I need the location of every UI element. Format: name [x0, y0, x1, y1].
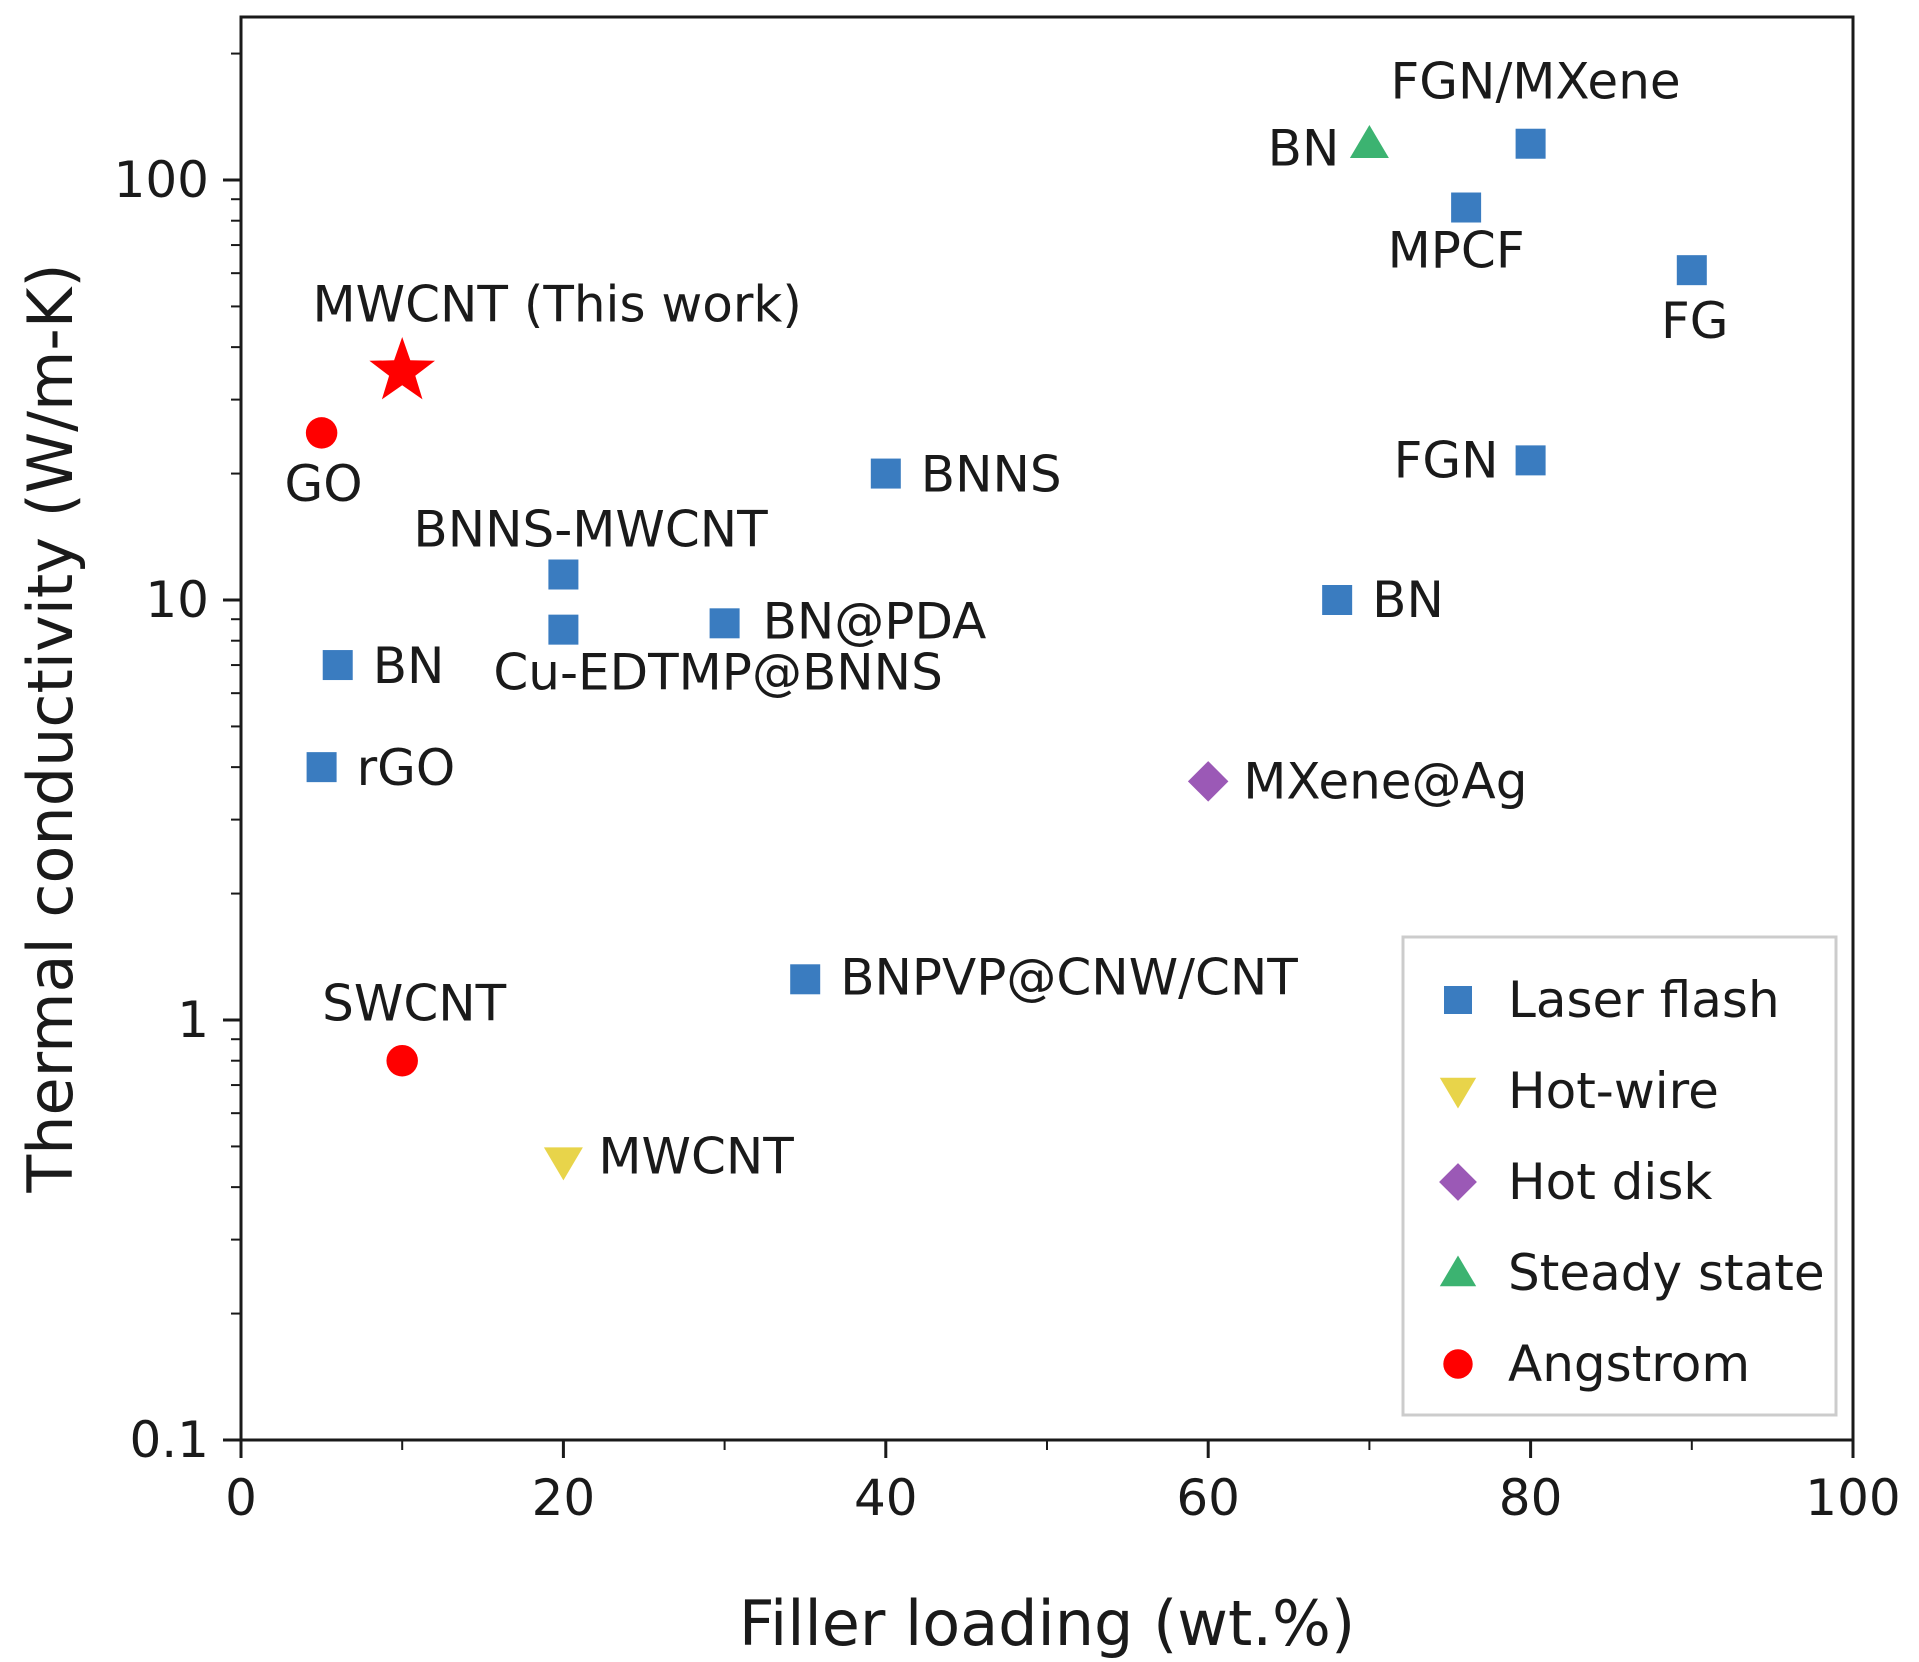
data-point — [709, 608, 740, 639]
data-point — [548, 614, 579, 645]
data-point — [369, 337, 435, 400]
data-point — [1349, 125, 1389, 158]
point-label: GO — [285, 455, 363, 513]
data-point — [1322, 585, 1353, 615]
x-tick-label: 20 — [532, 1469, 596, 1527]
data-point — [543, 1147, 583, 1181]
data-point — [1676, 255, 1707, 286]
point-label: BN@PDA — [763, 592, 987, 650]
point-label: Cu-EDTMP@BNNS — [493, 644, 942, 702]
y-tick-label: 0.1 — [129, 1411, 209, 1469]
point-label: MWCNT — [598, 1128, 794, 1186]
point-label: MXene@Ag — [1243, 752, 1527, 810]
legend-entry-label: Hot-wire — [1508, 1062, 1719, 1120]
legend-box — [1401, 935, 1838, 1417]
data-point — [306, 752, 337, 783]
legend-marker — [1439, 1255, 1477, 1287]
legend-marker — [1443, 1349, 1473, 1379]
x-tick-label: 80 — [1499, 1469, 1563, 1527]
data-points — [305, 125, 1707, 1181]
point-label: BN — [373, 637, 445, 695]
plot-frame — [239, 15, 1855, 1442]
data-point — [1451, 192, 1482, 223]
legend-entry-label: Angstrom — [1508, 1335, 1750, 1393]
point-label: BNNS — [921, 446, 1062, 504]
point-label: FGN/MXene — [1391, 53, 1681, 111]
point-label: MWCNT (This work) — [312, 275, 801, 333]
axis-ticks: 0 20 40 60 80 100 0.1 1 10 100 — [114, 52, 1901, 1527]
x-tick-label: 100 — [1805, 1469, 1900, 1527]
legend-entry-label: Laser flash — [1508, 971, 1780, 1029]
y-tick-label: 100 — [114, 151, 209, 209]
legend-entry-label: Hot disk — [1508, 1153, 1712, 1211]
point-label: BN — [1372, 571, 1444, 629]
data-point — [790, 964, 821, 995]
x-tick-label: 0 — [225, 1469, 257, 1527]
legend-marker — [1439, 1163, 1477, 1201]
x-tick-label: 60 — [1176, 1469, 1240, 1527]
y-axis-title: Thermal conductivity (W/m-K) — [14, 263, 87, 1193]
legend-entry-label: Steady state — [1508, 1244, 1825, 1302]
point-label: SWCNT — [322, 975, 506, 1033]
point-label: BN — [1268, 120, 1340, 178]
data-point — [870, 458, 901, 489]
data-point — [1515, 128, 1546, 159]
data-point — [386, 1044, 418, 1077]
legend: Laser flash Hot-wire Hot disk Steady state A… — [1401, 935, 1838, 1417]
x-axis-title: Filler loading (wt.%) — [739, 1587, 1355, 1660]
point-label: MPCF — [1388, 222, 1525, 280]
data-point — [1515, 445, 1546, 476]
data-point — [548, 559, 579, 590]
y-tick-label: 10 — [145, 571, 209, 629]
point-label: BNPVP@CNW/CNT — [840, 948, 1298, 1006]
x-tick-label: 40 — [854, 1469, 918, 1527]
point-label: BNNS-MWCNT — [413, 501, 768, 559]
data-point — [322, 650, 353, 681]
data-point — [305, 417, 338, 449]
legend-marker — [1439, 1077, 1477, 1109]
y-tick-label: 1 — [177, 991, 209, 1049]
point-label: FGN — [1394, 431, 1499, 489]
data-point — [1187, 761, 1229, 802]
point-label: FG — [1661, 292, 1729, 350]
point-label: rGO — [357, 739, 456, 797]
legend-marker — [1444, 986, 1472, 1014]
